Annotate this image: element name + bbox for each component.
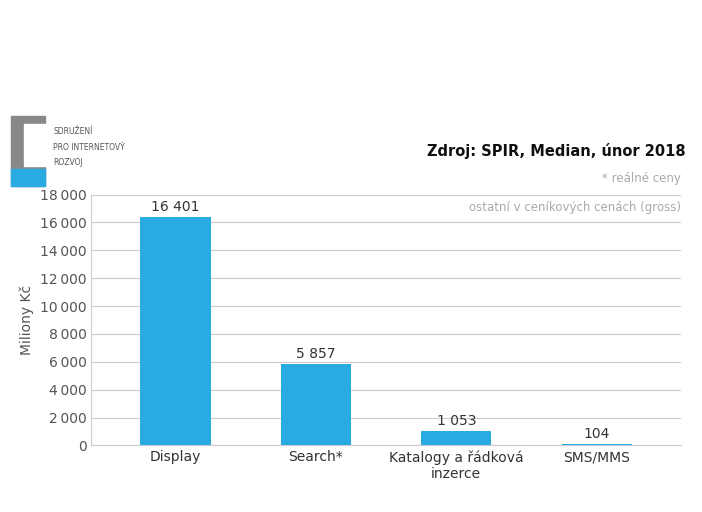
- Bar: [11, 169, 45, 186]
- Text: 1 053: 1 053: [437, 414, 476, 428]
- Y-axis label: Miliony Kč: Miliony Kč: [20, 285, 34, 355]
- Text: SDRUŽENÍ: SDRUŽENÍ: [53, 127, 93, 136]
- Text: v roce 2017 v mil. Kč: v roce 2017 v mil. Kč: [237, 78, 465, 97]
- Bar: [140, 217, 211, 445]
- Text: * reálné ceny: * reálné ceny: [602, 172, 681, 184]
- Bar: [562, 444, 632, 445]
- Text: Zdroj: SPIR, Median, únor 2018: Zdroj: SPIR, Median, únor 2018: [427, 143, 685, 159]
- Bar: [281, 364, 351, 445]
- Bar: [421, 431, 491, 445]
- Text: ostatní v ceníkových cenách (gross): ostatní v ceníkových cenách (gross): [469, 201, 681, 215]
- Text: 16 401: 16 401: [151, 200, 200, 215]
- Bar: [24, 124, 49, 166]
- Text: 104: 104: [583, 428, 610, 441]
- Bar: [11, 117, 45, 186]
- Text: ROZVOJ: ROZVOJ: [53, 158, 83, 167]
- Text: PRO INTERNETOVÝ: PRO INTERNETOVÝ: [53, 143, 125, 152]
- Text: 5 857: 5 857: [296, 347, 336, 361]
- Text: Výkon jednotlivých forem internetové a mobilní reklamy: Výkon jednotlivých forem internetové a m…: [41, 29, 661, 50]
